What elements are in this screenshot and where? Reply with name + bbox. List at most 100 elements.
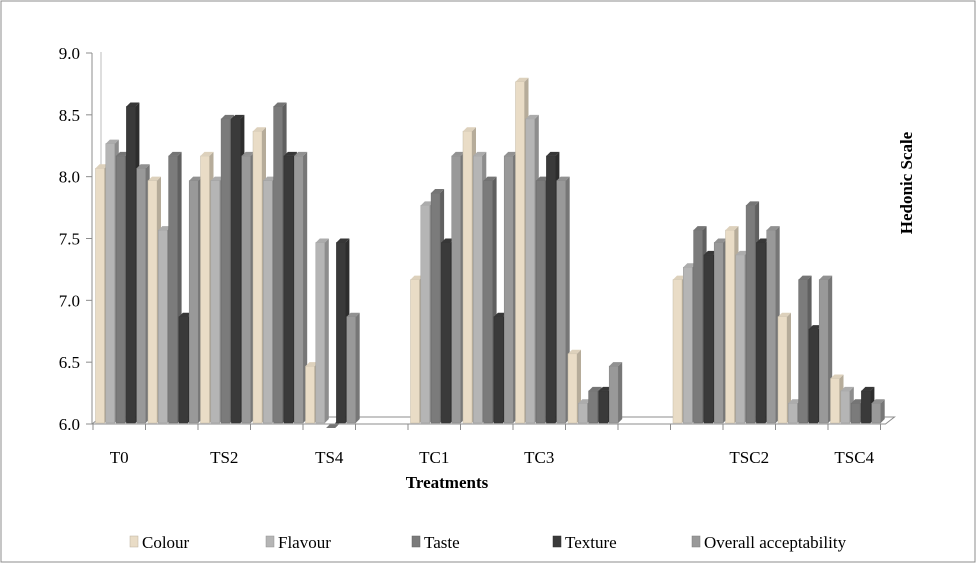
x-tick-label: TC3 bbox=[524, 448, 554, 467]
bar-top bbox=[778, 312, 791, 317]
bar-top bbox=[305, 362, 319, 367]
bar-flavour bbox=[525, 118, 536, 424]
bar-top bbox=[808, 325, 822, 330]
bar-overall-acceptability bbox=[451, 155, 461, 424]
y-axis: 6.0 6.5 7.0 7.5 8.0 8.5 9.0 bbox=[59, 44, 93, 434]
bar-side bbox=[355, 312, 360, 423]
bar-flavour bbox=[158, 229, 168, 424]
bar-top bbox=[861, 386, 875, 391]
bar-taste bbox=[850, 403, 861, 424]
y-tick-label: 7.0 bbox=[59, 291, 80, 310]
bar-side bbox=[880, 399, 885, 423]
bar-texture bbox=[808, 328, 819, 424]
bar-flavour bbox=[683, 266, 693, 424]
bar-top bbox=[105, 139, 119, 144]
x-tick-label: TSC2 bbox=[729, 448, 769, 467]
bar-colour bbox=[252, 130, 263, 424]
bar-colour bbox=[410, 279, 420, 424]
bar-top bbox=[168, 151, 182, 156]
bar-flavour bbox=[788, 403, 798, 424]
bar-top bbox=[441, 238, 455, 243]
bar-flavour bbox=[473, 155, 483, 424]
bar-group bbox=[95, 77, 885, 428]
bar-flavour bbox=[105, 143, 116, 424]
bar-top bbox=[483, 176, 497, 181]
bar-texture bbox=[493, 316, 504, 424]
bar-overall-acceptability bbox=[293, 155, 304, 424]
legend-label: Colour bbox=[142, 533, 190, 552]
bar-side bbox=[324, 238, 329, 423]
legend-label: Flavour bbox=[278, 533, 331, 552]
bar-top bbox=[136, 164, 150, 169]
y-tick-label: 6.0 bbox=[59, 415, 80, 434]
bar-top bbox=[725, 226, 739, 231]
bar-top bbox=[746, 201, 760, 206]
bar-texture bbox=[441, 242, 451, 424]
bar-colour bbox=[777, 316, 788, 424]
bar-top bbox=[273, 102, 287, 107]
bar-overall-acceptability bbox=[871, 403, 881, 424]
bar-top bbox=[241, 151, 255, 156]
bar-top bbox=[851, 399, 865, 404]
bar-flavour bbox=[578, 403, 588, 424]
bar-top bbox=[536, 176, 550, 181]
bar-top bbox=[253, 127, 266, 132]
bar-top bbox=[798, 275, 812, 280]
bar-top bbox=[556, 176, 570, 181]
bar-taste bbox=[430, 192, 441, 424]
bar-top bbox=[463, 127, 476, 132]
bar-top bbox=[515, 77, 529, 82]
bar-top bbox=[609, 362, 623, 367]
bar-overall-acceptability bbox=[346, 316, 356, 424]
bar-top bbox=[346, 312, 360, 317]
bar-top bbox=[525, 114, 539, 119]
bar-overall-acceptability bbox=[241, 155, 251, 424]
y-axis-title: Hedonic Scale bbox=[897, 131, 916, 234]
bar-overall-acceptability bbox=[713, 242, 724, 424]
bar-top bbox=[116, 151, 130, 156]
legend: Colour Flavour Taste Texture Overall accepta… bbox=[129, 533, 847, 552]
bar-top bbox=[148, 176, 161, 181]
legend-label: Texture bbox=[565, 533, 617, 552]
bar-top bbox=[221, 114, 235, 119]
bar-texture bbox=[283, 155, 294, 424]
x-axis: T0 TS2 TS4 TC1 TC3 TSC2 TSC4 bbox=[92, 423, 886, 467]
bar-taste bbox=[588, 390, 598, 424]
bar-top bbox=[493, 312, 507, 317]
bar-flavour bbox=[263, 180, 273, 424]
bar-texture bbox=[756, 242, 766, 424]
bar-flavour bbox=[210, 180, 221, 424]
bar-flavour bbox=[735, 254, 746, 424]
y-tick-label: 7.5 bbox=[59, 230, 80, 249]
bar-colour bbox=[830, 378, 840, 424]
bar-texture bbox=[861, 390, 871, 424]
bar-top bbox=[735, 250, 749, 255]
bar-top bbox=[588, 386, 602, 391]
bar-top bbox=[819, 275, 833, 280]
legend-swatch bbox=[265, 535, 275, 548]
bar-texture bbox=[598, 390, 609, 424]
bar-top bbox=[683, 263, 697, 268]
bar-top bbox=[504, 151, 518, 156]
bar-top bbox=[451, 151, 465, 156]
bar-top bbox=[336, 238, 350, 243]
bar-taste bbox=[483, 180, 493, 424]
legend-label: Overall acceptability bbox=[704, 533, 847, 552]
bar-taste bbox=[168, 155, 178, 424]
bar-overall-acceptability bbox=[188, 180, 199, 424]
bar-colour bbox=[725, 229, 735, 424]
bar-overall-acceptability bbox=[818, 279, 829, 424]
bar-top bbox=[546, 151, 560, 156]
y-tick-label: 8.5 bbox=[59, 106, 80, 125]
bar-top bbox=[871, 399, 885, 404]
bar-overall-acceptability bbox=[503, 155, 514, 424]
bar-top bbox=[693, 226, 707, 231]
x-tick-label: TS2 bbox=[210, 448, 238, 467]
bar-top bbox=[703, 250, 717, 255]
bar-top bbox=[431, 189, 445, 194]
bar-colour bbox=[515, 81, 525, 424]
bar-top bbox=[95, 164, 109, 169]
x-tick-label: TSC4 bbox=[834, 448, 874, 467]
